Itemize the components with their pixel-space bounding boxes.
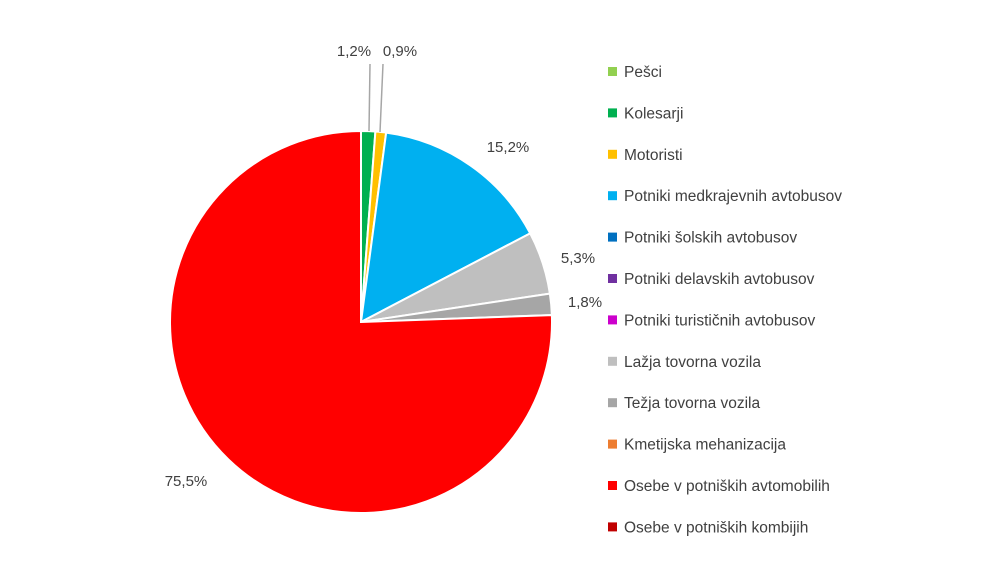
data-labels: 1,2% 0,9% 15,2% 5,3% 1,8% 75,5% [165,43,602,490]
legend-swatch-pesci [608,67,617,76]
legend-item-pesci: Pešci [608,64,662,81]
pie-slice-osebe-v-potniskih-avtomobilih [169,129,553,514]
legend-item-potniki-medkrajevnih-avtobusov: Potniki medkrajevnih avtobusov [608,188,842,205]
legend-label-potniki-delavskih-avtobusov: Potniki delavskih avtobusov [624,271,815,288]
legend-label-osebe-v-potniskih-kombijih: Osebe v potniških kombijih [624,519,808,536]
legend-item-kolesarji: Kolesarji [608,105,683,122]
legend-swatch-potniki-delavskih-avtobusov [608,274,617,283]
legend-item-potniki-solskih-avtobusov: Potniki šolskih avtobusov [608,230,797,247]
legend-swatch-osebe-v-potniskih-kombijih [608,522,617,532]
legend-label-potniki-turisticnih-avtobusov: Potniki turističnih avtobusov [624,312,816,329]
legend-swatch-potniki-solskih-avtobusov [608,232,617,242]
legend-swatch-potniki-turisticnih-avtobusov [608,315,617,325]
data-label-lazja-tovorna-vozila: 5,3% [561,250,595,267]
leader-lines [368,63,384,133]
legend-swatch-motoristi [608,149,617,159]
legend-item-lazja-tovorna-vozila: Lažja tovorna vozila [608,354,761,371]
data-label-potniki-medkrajevnih-avtobusov: 15,2% [487,139,530,156]
data-label-tezja-tovorna-vozila: 1,8% [568,294,602,311]
legend-swatch-lazja-tovorna-vozila [608,356,617,366]
legend-item-motoristi: Motoristi [608,147,683,164]
legend-label-potniki-solskih-avtobusov: Potniki šolskih avtobusov [624,230,797,247]
legend-label-motoristi: Motoristi [624,147,683,164]
legend-swatch-potniki-medkrajevnih-avtobusov [608,191,617,201]
legend-item-osebe-v-potniskih-avtomobilih: Osebe v potniških avtomobilih [608,478,830,495]
legend-label-kmetijska-mehanizacija: Kmetijska mehanizacija [624,437,786,454]
leader-line-kolesarji [368,63,371,132]
legend-label-potniki-medkrajevnih-avtobusov: Potniki medkrajevnih avtobusov [624,188,842,205]
legend-swatch-kolesarji [608,108,617,118]
legend-item-kmetijska-mehanizacija: Kmetijska mehanizacija [608,437,786,454]
data-label-motoristi: 0,9% [383,43,417,60]
pie-slices [169,129,553,514]
legend-label-tezja-tovorna-vozila: Težja tovorna vozila [624,395,761,412]
legend-label-kolesarji: Kolesarji [624,105,683,122]
legend-item-potniki-turisticnih-avtobusov: Potniki turističnih avtobusov [608,312,816,329]
pie-slice-potniki-medkrajevnih-avtobusov [359,131,532,324]
legend-label-osebe-v-potniskih-avtomobilih: Osebe v potniških avtomobilih [624,478,830,495]
legend-item-tezja-tovorna-vozila: Težja tovorna vozila [608,395,761,412]
legend-label-pesci: Pešci [624,64,662,81]
legend-label-lazja-tovorna-vozila: Lažja tovorna vozila [624,354,761,371]
legend-item-potniki-delavskih-avtobusov: Potniki delavskih avtobusov [608,271,815,288]
leader-line-motoristi [379,63,384,133]
legend-swatch-tezja-tovorna-vozila [608,398,617,408]
legend-swatch-kmetijska-mehanizacija [608,439,617,449]
data-label-kolesarji: 1,2% [337,43,371,60]
legend-swatch-osebe-v-potniskih-avtomobilih [608,481,617,490]
data-label-osebe-v-potniskih-avtomobilih: 75,5% [165,473,208,490]
legend: Pešci Kolesarji Motoristi Potniki medkrajev… [608,64,842,536]
legend-item-osebe-v-potniskih-kombijih: Osebe v potniških kombijih [608,519,808,536]
